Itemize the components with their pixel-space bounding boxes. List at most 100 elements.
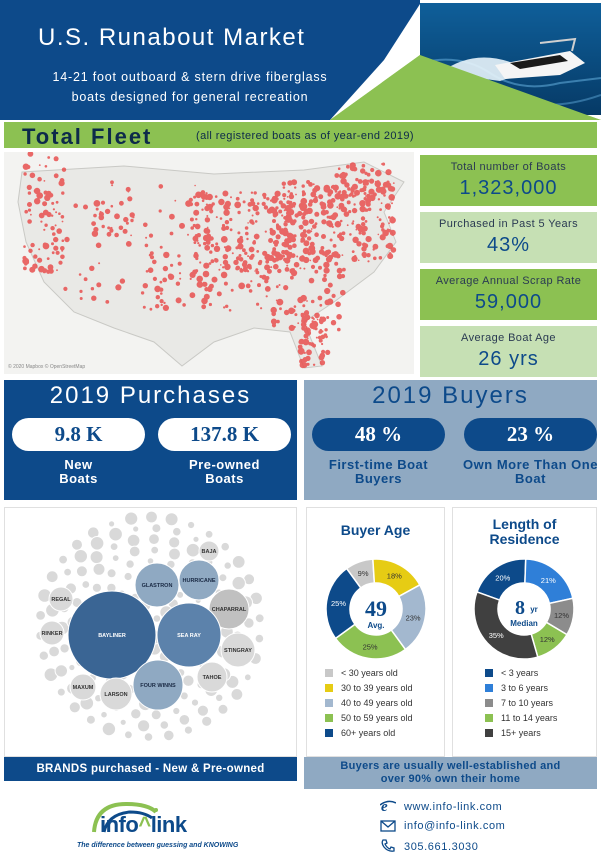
map-dot (314, 269, 319, 274)
map-dot (256, 202, 260, 205)
brand-bubble-minor (38, 650, 49, 661)
map-dot (288, 324, 295, 331)
map-dot (237, 243, 244, 250)
map-dot (315, 255, 321, 261)
map-dot (380, 189, 386, 195)
legend-swatch (325, 729, 333, 737)
legend-label: 50 to 59 years old (341, 713, 413, 723)
brand-bubble-minor (178, 714, 191, 726)
map-dot (318, 249, 325, 255)
map-dot (275, 234, 281, 240)
map-dot (335, 301, 341, 308)
brand-bubble-minor (143, 732, 154, 742)
map-dot (234, 201, 242, 209)
map-dot (214, 258, 219, 263)
buyers-title: 2019 Buyers (372, 382, 529, 409)
map-dot (242, 248, 246, 253)
map-dot (245, 283, 251, 289)
brand-bubble (198, 540, 220, 562)
map-dot (335, 253, 341, 259)
map-dot (160, 303, 163, 307)
phone-link[interactable]: 305.661.3030 (404, 841, 479, 853)
map-dot (196, 233, 201, 238)
map-dot (23, 172, 27, 176)
first-time-value: 48 % (312, 418, 445, 451)
brand-bubble-minor (190, 698, 200, 707)
brand-bubble-minor (223, 561, 232, 570)
map-dot (369, 178, 375, 184)
map-dot (53, 156, 59, 162)
map-dot (303, 333, 309, 339)
map-dot (178, 272, 182, 275)
brand-bubble (132, 659, 184, 711)
map-dot (306, 300, 308, 302)
map-dot (319, 360, 326, 366)
stat-scrap-rate: Average Annual Scrap Rate 59,000 (420, 269, 597, 320)
email-link[interactable]: info@info-link.com (404, 820, 506, 832)
map-dot (339, 219, 343, 223)
map-dot (282, 193, 287, 198)
map-dot (340, 289, 346, 296)
map-dot (391, 202, 393, 205)
buyer-age-center-value: 49 (365, 596, 387, 621)
brand-bubble-minor (182, 674, 195, 687)
map-dot (188, 202, 194, 207)
map-dot (381, 162, 386, 166)
map-dot (269, 227, 273, 232)
map-dot (363, 243, 369, 249)
map-dot (61, 191, 65, 195)
donut-slice-label: 25% (363, 643, 378, 652)
map-dot (266, 197, 270, 201)
map-dot (290, 253, 296, 258)
map-dot (321, 349, 326, 354)
map-dot (206, 233, 212, 239)
brand-bubble-minor (48, 645, 60, 658)
map-dot (326, 316, 330, 319)
map-dot (158, 209, 162, 213)
donut-slice (473, 590, 539, 660)
brand-bubble-minor (254, 613, 265, 624)
map-dot (317, 335, 322, 340)
legend-label: 11 to 14 years (501, 713, 558, 723)
map-dot (323, 184, 331, 192)
brand-bubble-minor (254, 633, 265, 644)
brand-bubble-minor (172, 706, 181, 716)
map-dot (205, 192, 208, 195)
brand-bubble-minor (111, 554, 120, 562)
website-link[interactable]: www.info-link.com (404, 801, 503, 813)
map-dot (263, 252, 267, 256)
map-dot (352, 166, 358, 172)
map-dot (361, 231, 366, 236)
map-dot (125, 221, 129, 225)
map-dot (189, 292, 196, 299)
multi-boat-label: Own More Than One Boat (463, 457, 598, 486)
buyer-age-panel: Buyer Age 9% 18% 23% 25% 25% 49 Avg. < 30 ye… (306, 507, 445, 757)
map-dot (208, 302, 212, 307)
map-dot (53, 245, 59, 251)
brand-bubble-minor (100, 710, 108, 719)
map-dot (189, 217, 194, 222)
map-dot (309, 241, 315, 247)
map-dot (389, 216, 396, 224)
map-dot (34, 198, 41, 205)
map-dot (32, 263, 38, 269)
map-dot (317, 295, 323, 301)
map-dot (24, 209, 29, 214)
map-dot (241, 262, 248, 268)
map-dot (264, 264, 271, 271)
brands-bubble-chart: BAJA GLASTRON HURRICANE REGAL CHAPARRAL RINKE… (35, 510, 265, 742)
map-dot (361, 187, 366, 192)
map-dot (275, 197, 279, 201)
legend-item: < 30 years old (325, 669, 413, 684)
map-dot (281, 181, 286, 186)
map-dot (101, 224, 105, 229)
map-dot (385, 182, 392, 188)
map-dot (283, 222, 288, 227)
map-dot (302, 203, 308, 209)
map-dot (388, 252, 392, 255)
stat-boat-age: Average Boat Age 26 yrs (420, 326, 597, 377)
map-dot (242, 200, 246, 204)
brand-bubble-label: CHAPARRAL (212, 607, 247, 613)
map-dot (272, 247, 277, 251)
map-dot (332, 212, 339, 218)
